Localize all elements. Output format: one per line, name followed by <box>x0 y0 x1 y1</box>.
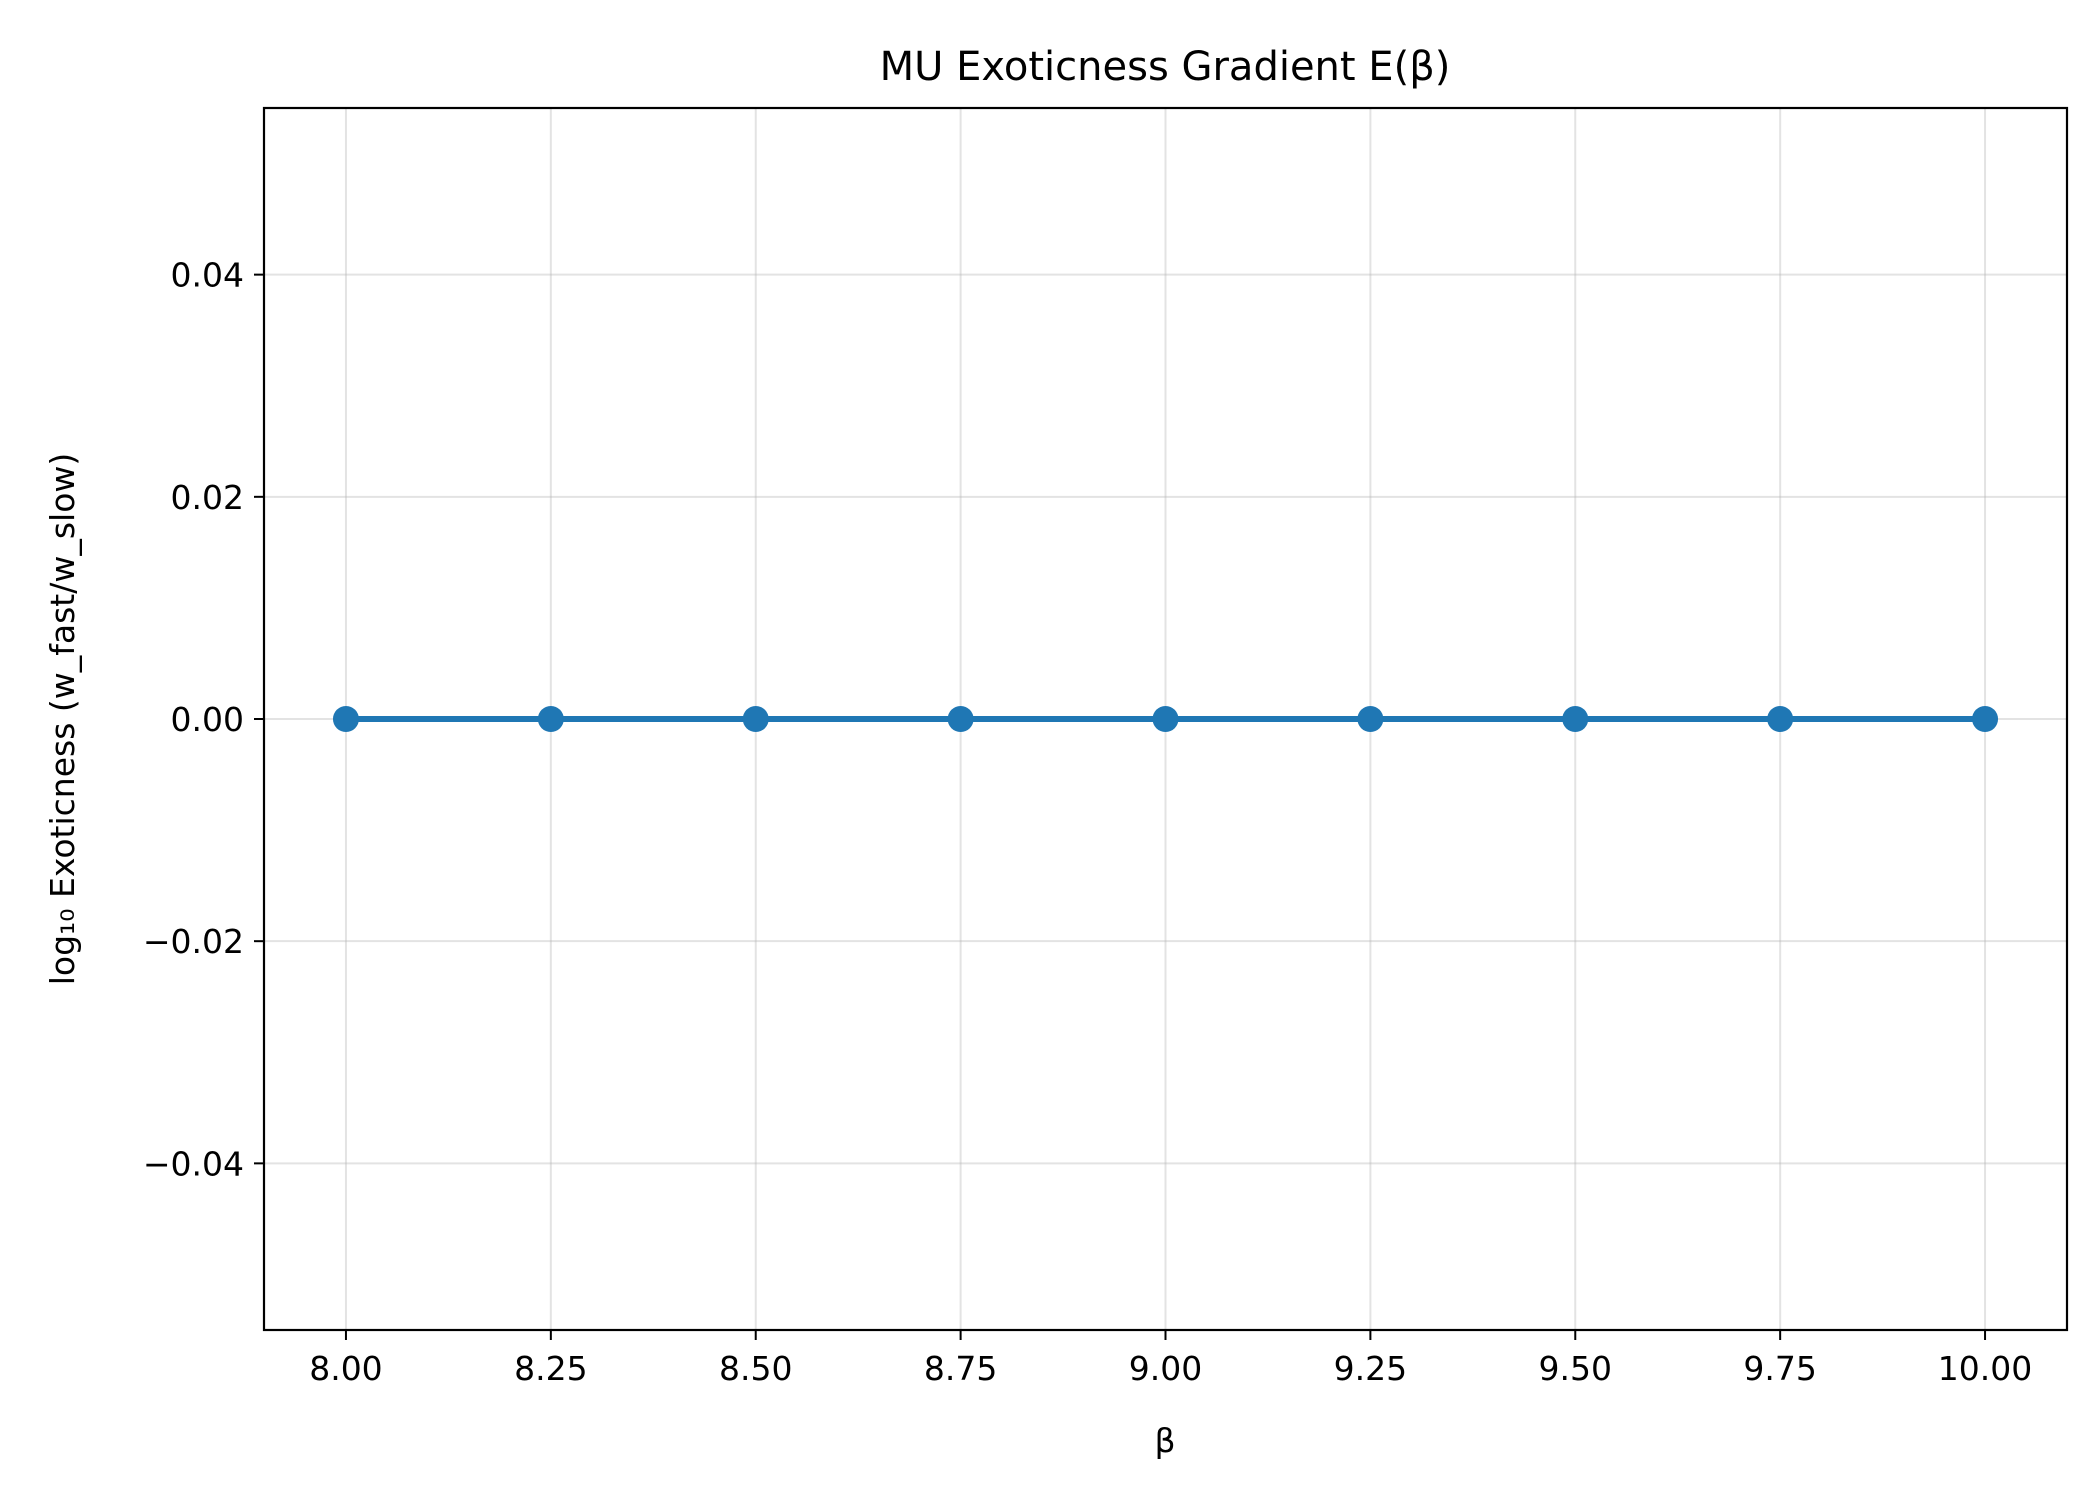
data-point <box>1152 706 1179 732</box>
data-point <box>947 706 974 732</box>
x-tick-label: 9.50 <box>1539 1349 1612 1388</box>
data-point <box>1357 706 1384 732</box>
x-tick-label: 9.00 <box>1129 1349 1202 1388</box>
data-point <box>332 706 359 732</box>
data-point <box>1562 706 1589 732</box>
x-axis: 8.00 8.25 8.50 8.75 9.00 9.25 9.50 9.75 10.00 <box>309 1330 2032 1388</box>
y-tick-label: −0.04 <box>143 1144 244 1183</box>
x-tick-label: 8.75 <box>924 1349 997 1388</box>
x-tick-label: 9.75 <box>1743 1349 1816 1388</box>
data-point <box>1972 706 1999 732</box>
y-tick-label: 0.02 <box>171 478 244 517</box>
y-tick-label: 0.00 <box>171 700 244 739</box>
y-axis-label: log₁₀ Exoticness (w_fast/w_slow) <box>43 453 82 986</box>
chart-title: MU Exoticness Gradient E(β) <box>880 44 1451 90</box>
x-tick-label: 9.25 <box>1334 1349 1407 1388</box>
data-point <box>1767 706 1794 732</box>
x-tick-label: 10.00 <box>1938 1349 2032 1388</box>
y-tick-label: 0.04 <box>171 256 244 295</box>
x-tick-label: 8.50 <box>719 1349 792 1388</box>
x-tick-label: 8.00 <box>309 1349 382 1388</box>
x-axis-label: β <box>1154 1421 1175 1460</box>
plot-area <box>332 706 1999 732</box>
y-axis: 0.04 0.02 0.00 −0.02 −0.04 <box>143 256 264 1183</box>
x-tick-label: 8.25 <box>514 1349 587 1388</box>
data-point <box>742 706 769 732</box>
y-tick-label: −0.02 <box>143 922 244 961</box>
data-point <box>537 706 564 732</box>
